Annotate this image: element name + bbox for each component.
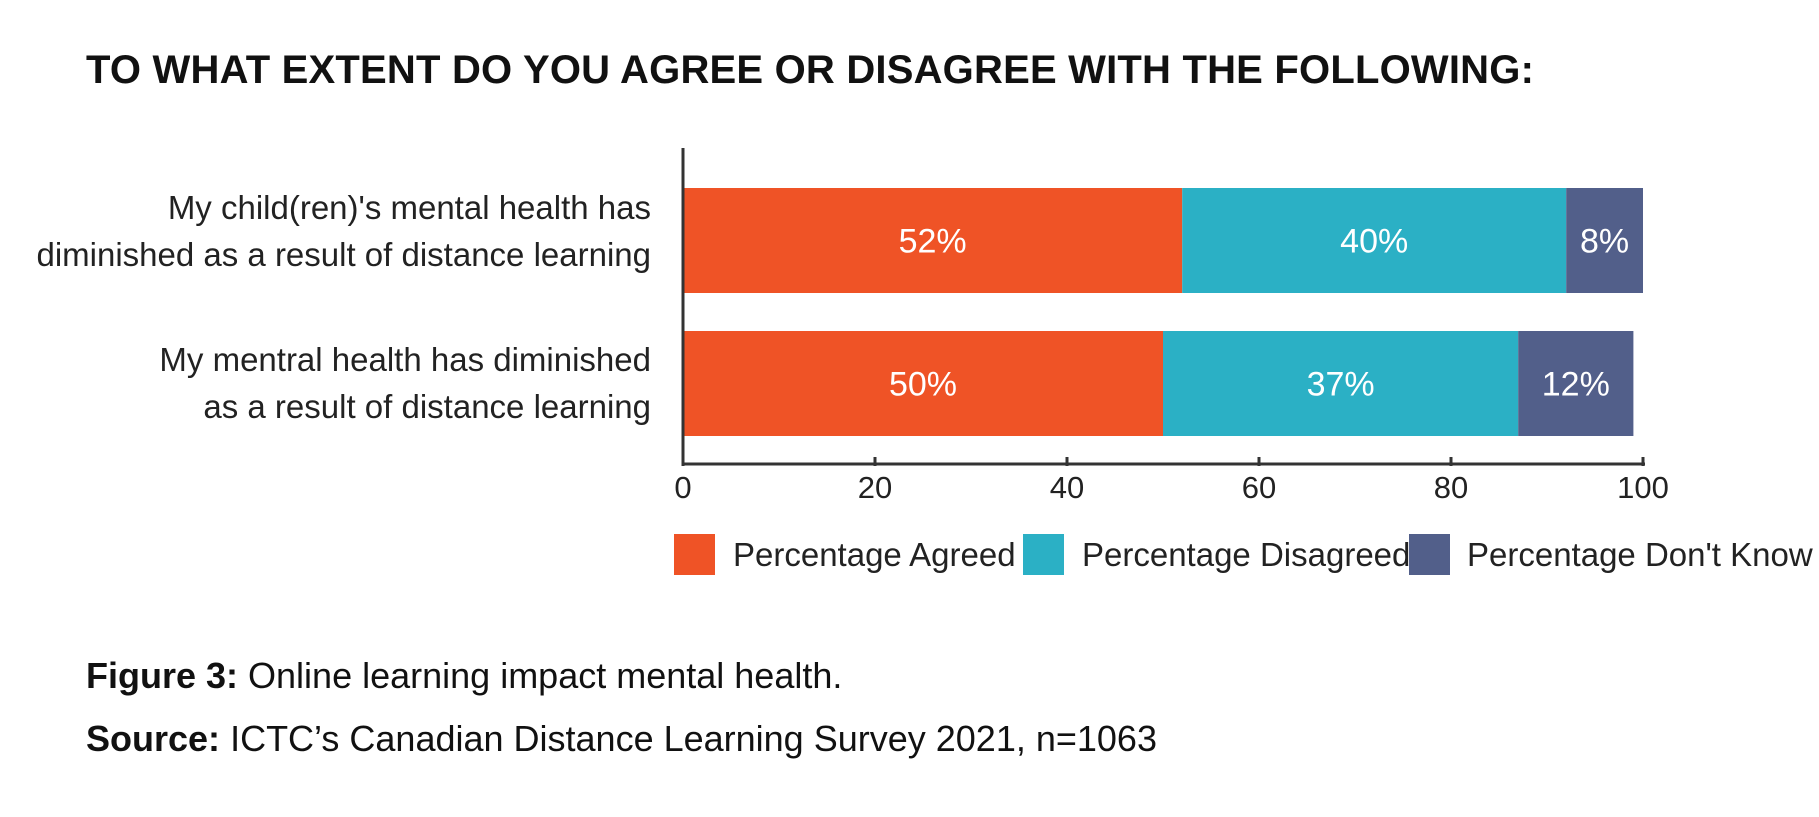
bar-segment: [683, 188, 1183, 293]
legend-label: Percentage Agreed: [733, 536, 1016, 573]
data-label: 8%: [1580, 223, 1629, 261]
data-label: 12%: [1542, 366, 1610, 404]
bar-segment: [683, 331, 1163, 436]
data-label: 52%: [899, 223, 967, 261]
x-tick-label: 0: [674, 470, 691, 505]
source-text: ICTC’s Canadian Distance Learning Survey…: [230, 718, 1157, 759]
category-label: diminished as a result of distance learn…: [36, 236, 651, 273]
data-label: 50%: [889, 366, 957, 404]
bar-segment: [1518, 331, 1634, 436]
legend: Percentage Agreed Percentage Disagreed Per…: [674, 534, 1813, 575]
source-caption: Source: ICTC’s Canadian Distance Learnin…: [86, 718, 1157, 760]
legend-swatch: [674, 534, 715, 575]
bar-segment: [1566, 188, 1643, 293]
bar-segment: [1182, 188, 1567, 293]
category-label: My mentral health has diminished: [159, 341, 651, 378]
x-tick-label: 40: [1050, 470, 1084, 505]
x-tick-label: 20: [858, 470, 892, 505]
bars-layer: 52% 40% 8% 50% 37% 12%: [683, 188, 1643, 436]
figure-caption: Figure 3: Online learning impact mental …: [86, 655, 842, 697]
x-tick-label: 60: [1242, 470, 1276, 505]
category-labels: My child(ren)'s mental health has diminis…: [36, 189, 651, 425]
figure-label: Figure 3:: [86, 655, 239, 696]
chart-title: TO WHAT EXTENT DO YOU AGREE OR DISAGREE …: [86, 48, 1535, 92]
x-tick-label: 80: [1434, 470, 1468, 505]
legend-swatch: [1023, 534, 1064, 575]
category-label: My child(ren)'s mental health has: [168, 189, 651, 226]
data-label: 37%: [1307, 366, 1375, 404]
legend-swatch: [1409, 534, 1450, 575]
legend-label: Percentage Don't Know: [1467, 536, 1813, 573]
legend-label: Percentage Disagreed: [1082, 536, 1410, 573]
bar-segment: [1163, 331, 1519, 436]
data-label: 40%: [1340, 223, 1408, 261]
axes-layer: 0 20 40 60 80 100: [674, 148, 1669, 505]
source-label: Source:: [86, 718, 221, 759]
stacked-bar-chart: 52% 40% 8% 50% 37% 12% 0 20 40 60 80 100 My child(…: [36, 148, 1813, 575]
figure-text: Online learning impact mental health.: [248, 655, 843, 696]
category-label: as a result of distance learning: [203, 388, 651, 425]
x-tick-label: 100: [1617, 470, 1669, 505]
